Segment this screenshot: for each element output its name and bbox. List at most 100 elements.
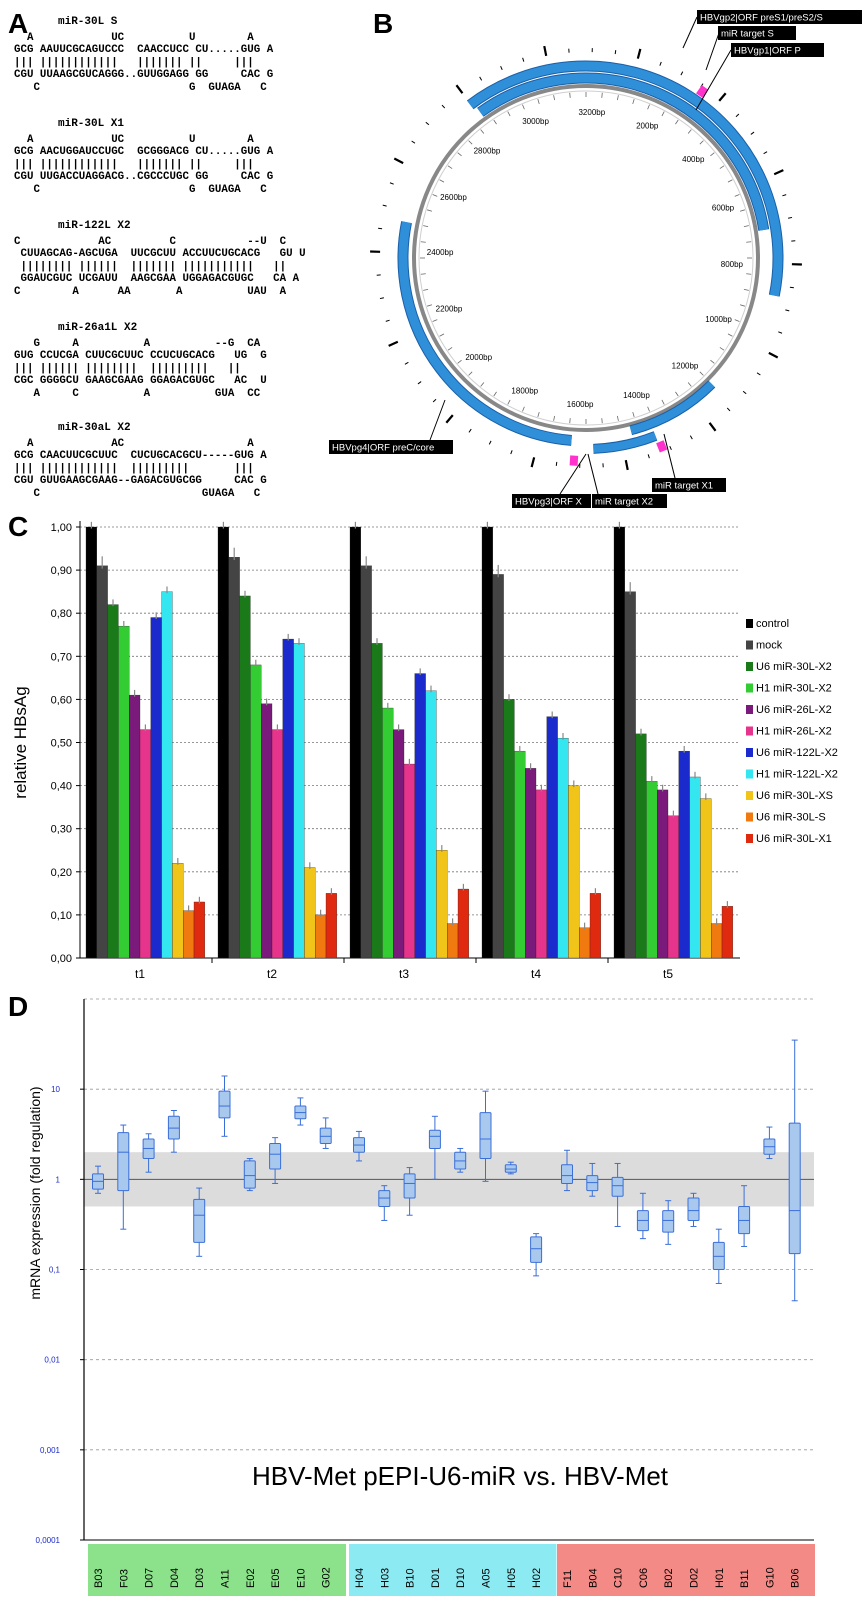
hairpin-title: miR-122L X2 — [58, 220, 131, 232]
plasmid-ticks — [370, 45, 802, 471]
x-tick-label: B11 — [739, 1569, 751, 1588]
plasmid-outer-tick — [763, 151, 768, 155]
x-tick-label: F11 — [562, 1570, 574, 1588]
bar — [667, 815, 679, 959]
hairpin-title: miR-26a1L X2 — [58, 322, 138, 334]
hairpin-structure: A UC U A GCG AACUGGAUCCUGC GCGGGACG CU..… — [14, 134, 274, 196]
hairpin-structure: A UC U A GCG AAUUCGCAGUCCC CAACCUCC CU..… — [14, 32, 274, 94]
plasmid-outer-tick — [636, 48, 642, 59]
plasmid-inner-tick — [632, 99, 635, 105]
plasmid-inner-tick — [647, 104, 650, 110]
plasmid-backbone — [412, 84, 760, 432]
box — [504, 1164, 517, 1173]
bp-label: 2600bp — [440, 193, 467, 202]
hairpin-structure: A AC A GCG CAACUUCGCUUC CUCUGCACGCU-----… — [14, 438, 267, 500]
plasmid-outer-tick — [432, 398, 437, 403]
plasmid-outer-tick — [455, 84, 464, 94]
box — [243, 1160, 256, 1189]
bp-label: 1000bp — [705, 315, 732, 324]
plasmid-outer-tick — [735, 113, 740, 118]
plasmid-outer-tick — [680, 71, 684, 76]
plasmid-outer-tick — [411, 140, 416, 144]
box-plot: 10 1 0,1 0,01 0,001 0,0001 mRNA expression (fo… — [27, 998, 815, 1596]
plasmid-outer-tick — [708, 422, 717, 432]
legend-label: U6 miR-122L-X2 — [756, 747, 838, 759]
x-tick-label: C10 — [613, 1568, 625, 1588]
bar — [304, 867, 316, 959]
panel-letter-c: C — [8, 511, 29, 542]
plasmid-inner-tick — [423, 289, 429, 291]
y-tick-label: 1 — [56, 1175, 61, 1184]
bar — [250, 664, 262, 959]
y-tick-label: 0,90 — [51, 565, 72, 577]
box — [218, 1090, 231, 1119]
bar — [161, 591, 173, 959]
box — [479, 1112, 492, 1160]
plasmid-outer-tick — [393, 157, 404, 165]
legend-swatch — [746, 662, 753, 671]
plasmid-inner-tick — [537, 99, 540, 105]
plasmid-inner-tick — [493, 119, 497, 125]
bar — [457, 888, 469, 959]
plasmid-inner-tick — [553, 95, 555, 101]
bar — [217, 526, 229, 959]
x-tick-label: D03 — [194, 1568, 206, 1588]
group-label-band — [349, 1544, 557, 1596]
plasmid-outer-tick — [382, 204, 387, 207]
x-tick-label: D02 — [689, 1568, 701, 1588]
legend-swatch — [746, 834, 753, 843]
bar — [414, 673, 426, 959]
x-tick-label: B10 — [405, 1568, 417, 1588]
y-tick-label: 0,01 — [44, 1356, 60, 1365]
y-tick-label: 0,70 — [51, 651, 72, 663]
plasmid-outer-tick — [789, 286, 794, 289]
plasmid-inner-tick — [719, 165, 725, 169]
plasmid-outer-tick — [388, 340, 399, 347]
plasmid-inner-tick — [427, 304, 433, 307]
bar — [393, 729, 405, 959]
bar — [535, 789, 547, 959]
box — [561, 1164, 573, 1184]
plasmid-inner-tick — [675, 119, 679, 125]
callout-box — [697, 10, 862, 24]
bp-label: 2000bp — [465, 353, 492, 362]
plasmid-outer-tick — [522, 57, 525, 62]
bar — [239, 595, 251, 959]
bar — [678, 750, 690, 959]
x-tick-label: E02 — [245, 1568, 257, 1588]
plasmid-inner-tick — [675, 391, 679, 397]
plasmid-inner-tick — [719, 347, 725, 351]
bar — [646, 781, 658, 959]
bar — [129, 694, 141, 959]
callout-leader — [587, 453, 599, 495]
bar — [118, 625, 130, 959]
plasmid-outer-tick — [468, 428, 472, 433]
plasmid-inner-tick — [468, 140, 473, 145]
bar — [657, 789, 669, 959]
callout-label: miR target X1 — [655, 481, 713, 492]
bar — [546, 716, 558, 959]
hairpin-structure: G A A --G CA GUG CCUCGA CUUCGCUUC CCUCUG… — [14, 338, 267, 400]
bar — [293, 643, 305, 959]
box — [687, 1197, 700, 1221]
x-tick-label: B04 — [587, 1568, 599, 1588]
x-tick-label: E05 — [270, 1568, 282, 1588]
bar — [403, 763, 415, 959]
legend-swatch — [746, 791, 753, 800]
y-tick-label: 0,60 — [51, 694, 72, 706]
plasmid-inner-tick — [553, 415, 555, 421]
x-tick-label: A11 — [220, 1569, 232, 1588]
callout-label: HBVgp2|ORF preS1/preS2/S — [700, 13, 823, 24]
legend-swatch — [746, 619, 753, 628]
plasmid-outer-tick — [425, 121, 430, 126]
plasmid-inner-tick — [423, 225, 429, 227]
plasmid-outer-tick — [785, 309, 790, 312]
plasmid-inner-tick — [439, 333, 445, 337]
bar — [193, 901, 205, 959]
panel-letter-d: D — [8, 991, 29, 1022]
plasmid-inner-tick — [699, 140, 704, 145]
bp-label: 1200bp — [672, 361, 699, 370]
panel-letter-b: B — [373, 8, 394, 39]
callout-box — [512, 494, 591, 508]
plasmid-inner-tick — [743, 225, 749, 227]
